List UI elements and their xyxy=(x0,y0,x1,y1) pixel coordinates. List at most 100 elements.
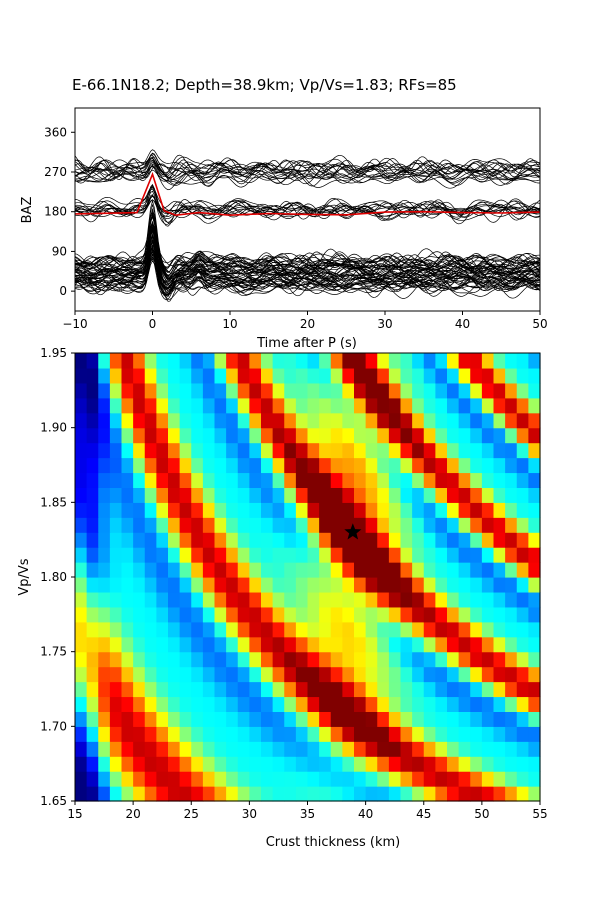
heatmap-cell xyxy=(237,651,250,668)
heatmap-cell xyxy=(330,696,343,712)
heatmap-cell xyxy=(202,487,216,503)
heatmap-cell xyxy=(354,726,367,742)
heatmap-cell xyxy=(237,517,250,533)
heatmap-cell xyxy=(470,502,483,518)
heatmap-cell xyxy=(377,502,390,518)
heatmap-cell xyxy=(75,442,88,459)
heatmap-cell xyxy=(516,666,529,683)
rf-trace-line xyxy=(74,239,541,278)
heatmap-cell xyxy=(109,591,123,608)
rf-trace-line xyxy=(74,163,541,185)
heatmap-cell xyxy=(388,741,402,757)
rf-trace-panel: −10 0 10 20 30 40 50 0 90 180 270 360 Time after P… xyxy=(20,107,548,351)
heatmap-cell xyxy=(505,741,518,757)
heatmap-cell xyxy=(133,382,146,399)
heatmap-cell xyxy=(435,487,448,503)
heatmap-cell xyxy=(295,577,309,593)
heatmap-cell xyxy=(86,457,99,474)
heatmap-cell xyxy=(226,756,239,772)
x-tick-label: 15 xyxy=(67,807,82,821)
heatmap-cell xyxy=(435,577,448,593)
heatmap-cell xyxy=(493,353,506,369)
heatmap-cell xyxy=(481,427,495,444)
heatmap-cell xyxy=(109,382,123,399)
heatmap-cell xyxy=(377,786,390,802)
heatmap-cell xyxy=(214,562,227,578)
heatmap-cell xyxy=(342,666,355,683)
heatmap-cell xyxy=(261,591,274,608)
heatmap-cell xyxy=(307,502,320,518)
heatmap-cell xyxy=(342,382,355,399)
heatmap-cell xyxy=(505,472,518,488)
heatmap-cell xyxy=(528,517,541,533)
heatmap-cell xyxy=(412,756,425,772)
heatmap-cell xyxy=(516,547,529,563)
heatmap-cell xyxy=(98,726,111,742)
x-tick-label: 30 xyxy=(242,807,257,821)
heatmap-cell xyxy=(144,562,157,578)
heatmap-cell xyxy=(330,666,343,683)
heatmap-cell xyxy=(226,562,239,578)
heatmap-cell xyxy=(295,651,309,668)
heatmap-cell xyxy=(144,621,157,638)
heatmap-cell xyxy=(458,442,471,459)
heatmap-cell xyxy=(516,412,529,429)
heatmap-cell xyxy=(75,427,88,444)
heatmap-cell xyxy=(284,472,297,488)
heatmap-cell xyxy=(388,591,402,608)
heatmap-cell xyxy=(214,577,227,593)
heatmap-cell xyxy=(447,442,460,459)
heatmap-cell xyxy=(237,771,250,787)
heatmap-cell xyxy=(516,353,529,369)
heatmap-cell xyxy=(435,696,448,712)
heatmap-cell xyxy=(284,412,297,429)
heatmap-cell xyxy=(226,547,239,563)
heatmap-cell xyxy=(237,726,250,742)
heatmap-cell xyxy=(470,756,483,772)
heatmap-cell xyxy=(75,353,88,369)
heatmap-cell xyxy=(447,382,460,399)
heatmap-cell xyxy=(156,651,169,668)
rf-trace-line xyxy=(74,195,541,218)
heatmap-cell xyxy=(202,651,216,668)
heatmap-cell xyxy=(435,397,448,414)
heatmap-cell xyxy=(493,696,506,712)
heatmap-cell xyxy=(493,591,506,608)
heatmap-cell xyxy=(400,532,413,548)
heatmap-cell xyxy=(179,696,192,712)
heatmap-cell xyxy=(447,741,460,757)
heatmap-cell xyxy=(284,487,297,503)
heatmap-cell xyxy=(98,756,111,772)
heatmap-cell xyxy=(226,741,239,757)
heatmap-cell xyxy=(214,412,227,429)
heatmap-cell xyxy=(226,442,239,459)
heatmap-cell xyxy=(458,457,471,474)
heatmap-cell xyxy=(307,621,320,638)
heatmap-cell xyxy=(121,726,134,742)
heatmap-cell xyxy=(516,636,529,653)
heatmap-cell xyxy=(493,532,506,548)
heatmap-cell xyxy=(98,487,111,503)
heatmap-cell xyxy=(156,547,169,563)
heatmap-cell xyxy=(470,696,483,712)
heatmap-cell xyxy=(342,367,355,384)
hk-x-axis-label: Crust thickness (km) xyxy=(266,835,401,850)
heatmap-cell xyxy=(179,532,192,548)
heatmap-cell xyxy=(458,726,471,742)
heatmap-cell xyxy=(377,397,390,414)
heatmap-cell xyxy=(226,771,239,787)
heatmap-cell xyxy=(307,786,320,802)
heatmap-cell xyxy=(249,696,262,712)
heatmap-cell xyxy=(470,472,483,488)
heatmap-cell xyxy=(412,666,425,683)
heatmap-cell xyxy=(144,591,157,608)
heatmap-cell xyxy=(319,591,332,608)
heatmap-cell xyxy=(516,577,529,593)
heatmap-cell xyxy=(191,412,204,429)
heatmap-cell xyxy=(98,696,111,712)
heatmap-cell xyxy=(261,487,274,503)
heatmap-cell xyxy=(133,696,146,712)
heatmap-cell xyxy=(505,726,518,742)
heatmap-cell xyxy=(98,562,111,578)
heatmap-cell xyxy=(342,711,355,727)
